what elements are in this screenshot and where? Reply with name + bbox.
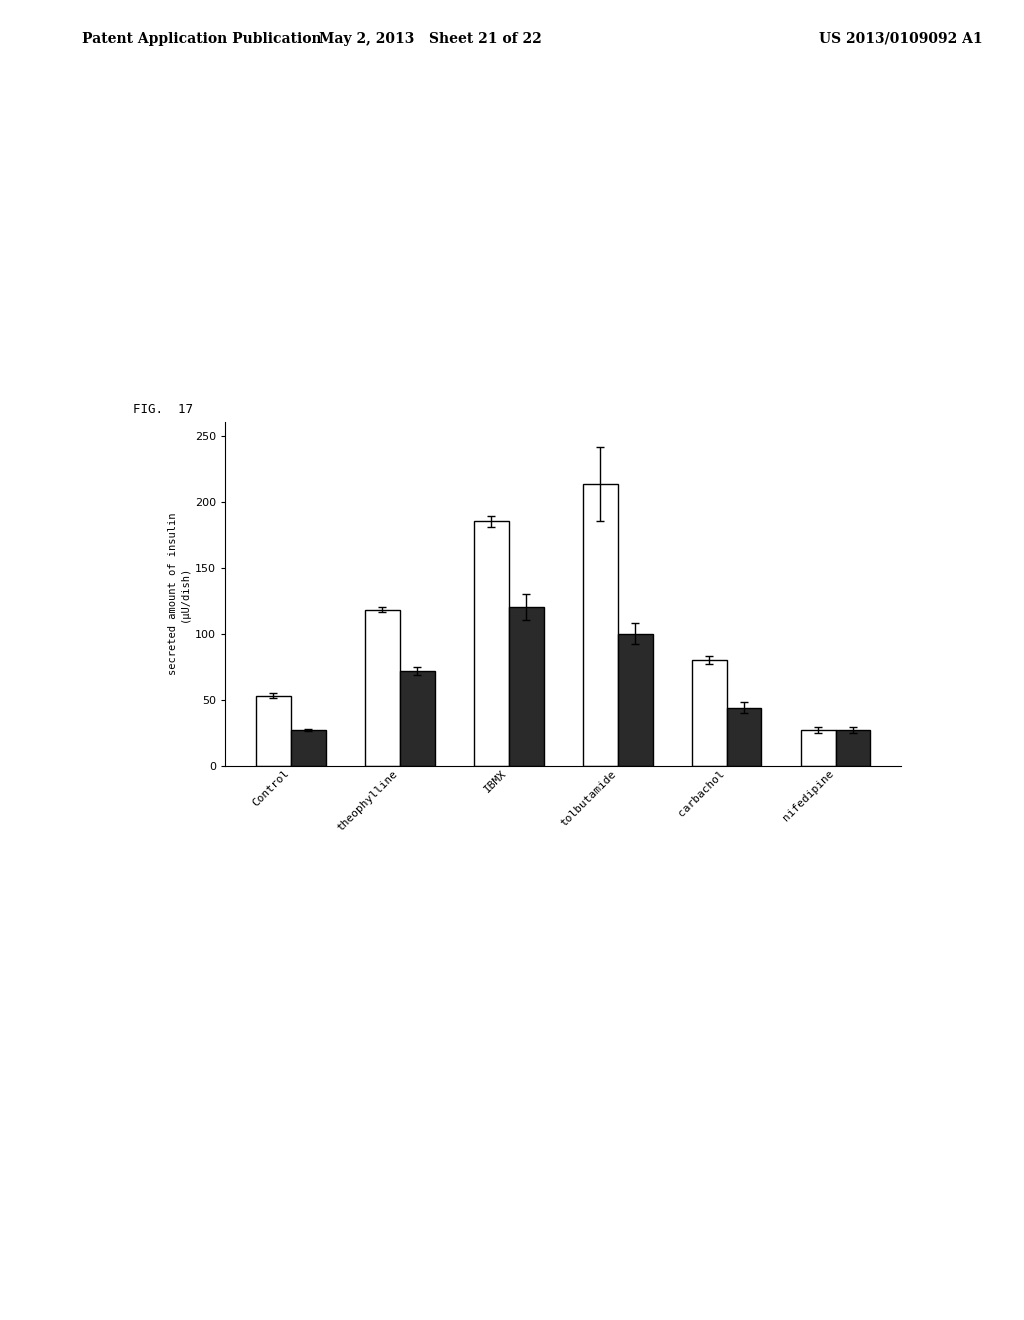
Text: US 2013/0109092 A1: US 2013/0109092 A1 <box>819 32 983 46</box>
Text: Patent Application Publication: Patent Application Publication <box>82 32 322 46</box>
Bar <box>256 696 291 766</box>
Bar <box>836 730 870 766</box>
Bar <box>365 610 399 766</box>
Bar <box>692 660 727 766</box>
Bar <box>474 521 509 766</box>
Bar <box>583 484 617 766</box>
Text: May 2, 2013   Sheet 21 of 22: May 2, 2013 Sheet 21 of 22 <box>318 32 542 46</box>
Bar <box>617 634 652 766</box>
Text: FIG.  17: FIG. 17 <box>133 403 194 416</box>
Bar <box>291 730 326 766</box>
Bar <box>801 730 836 766</box>
Y-axis label: secreted amount of insulin
(μU/dish): secreted amount of insulin (μU/dish) <box>168 512 189 676</box>
Bar <box>727 708 762 766</box>
Bar <box>399 671 434 766</box>
Bar <box>509 607 544 766</box>
